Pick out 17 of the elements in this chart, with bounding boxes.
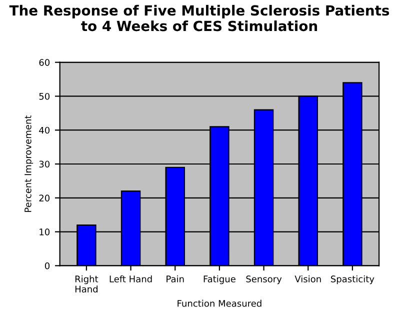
y-tick-label: 50	[39, 92, 50, 100]
x-tick-label: Pain	[166, 275, 184, 282]
y-axis-title: Percent Improvement	[24, 115, 34, 212]
x-tick-label: Sensory	[246, 276, 282, 284]
y-tick-label: 30	[39, 160, 50, 168]
x-tick-label: Fatigue	[204, 275, 236, 284]
y-tick-label: 0	[44, 262, 50, 270]
x-tick-label: Left Hand	[110, 275, 152, 282]
chart-title: The Response of Five Multiple Sclerosis Patients to 4 Weeks of CES Stimulation	[9, 4, 390, 32]
x-tick-label: Vision	[294, 275, 321, 282]
y-tick-label: 20	[39, 194, 50, 202]
y-tick-label: 10	[40, 228, 50, 236]
y-tick-label: 40	[39, 126, 50, 134]
x-tick-label: Spasticity	[330, 275, 374, 284]
x-tick-label: Right Hand	[75, 275, 98, 292]
x-axis-title: Function Measured	[178, 300, 262, 307]
y-tick-label: 60	[39, 59, 50, 66]
